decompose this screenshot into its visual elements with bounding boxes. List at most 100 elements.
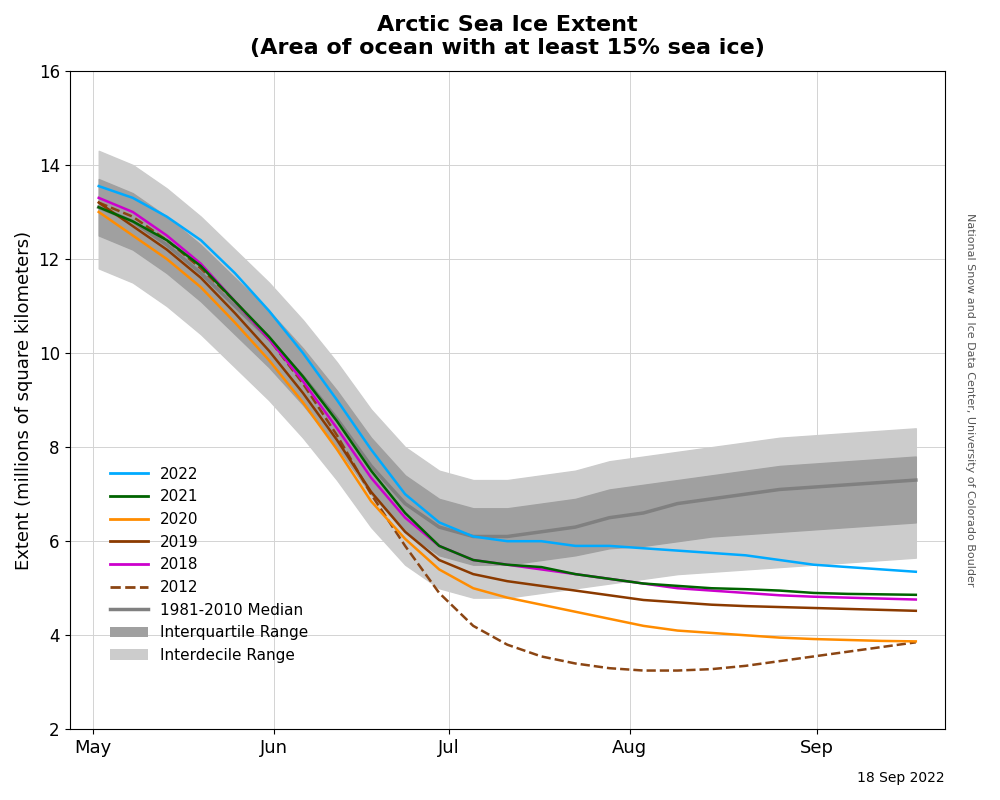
2022	[93, 182, 105, 191]
2020	[263, 355, 275, 365]
2020	[535, 600, 547, 610]
2022	[467, 532, 479, 542]
2019	[808, 603, 820, 613]
2018	[637, 578, 649, 588]
2022	[535, 537, 547, 546]
2020	[876, 636, 888, 646]
2021	[433, 541, 445, 550]
2012	[195, 264, 207, 274]
2019	[161, 245, 173, 254]
2022	[706, 548, 718, 558]
2012	[399, 541, 411, 550]
Legend: 2022, 2021, 2020, 2019, 2018, 2012, 1981-2010 Median, Interquartile Range, Inter: 2022, 2021, 2020, 2019, 2018, 2012, 1981…	[103, 461, 314, 669]
Text: National Snow and Ice Data Center, University of Colorado Boulder: National Snow and Ice Data Center, Unive…	[965, 214, 975, 586]
2020	[297, 398, 309, 407]
Y-axis label: Extent (millions of square kilometers): Extent (millions of square kilometers)	[15, 230, 33, 570]
2020	[127, 230, 139, 240]
2019	[365, 487, 377, 497]
2018	[365, 473, 377, 482]
2019	[297, 388, 309, 398]
2012	[706, 664, 718, 674]
2022	[842, 562, 854, 572]
2019	[399, 527, 411, 537]
2019	[774, 602, 786, 612]
2018	[297, 377, 309, 386]
2022	[808, 560, 820, 570]
2021	[740, 584, 752, 594]
2020	[229, 318, 241, 327]
2012	[910, 638, 922, 647]
2018	[774, 590, 786, 600]
2020	[195, 282, 207, 292]
2020	[365, 497, 377, 506]
2019	[93, 198, 105, 207]
2021	[876, 590, 888, 599]
Line: 2019: 2019	[99, 202, 916, 611]
Text: 18 Sep 2022: 18 Sep 2022	[857, 771, 945, 785]
2020	[671, 626, 683, 635]
2019	[910, 606, 922, 616]
2018	[433, 541, 445, 550]
2022	[195, 235, 207, 245]
2018	[229, 297, 241, 306]
2018	[706, 586, 718, 595]
2022	[910, 567, 922, 577]
Line: 2020: 2020	[99, 212, 916, 642]
2012	[569, 658, 581, 668]
2021	[93, 202, 105, 212]
2019	[263, 346, 275, 355]
2021	[706, 583, 718, 593]
2021	[195, 262, 207, 271]
2020	[501, 593, 513, 602]
2022	[263, 306, 275, 315]
2018	[399, 513, 411, 522]
2022	[297, 348, 309, 358]
2021	[637, 578, 649, 588]
2019	[740, 602, 752, 611]
2012	[229, 297, 241, 306]
Line: 2018: 2018	[99, 198, 916, 599]
2018	[740, 588, 752, 598]
2012	[535, 652, 547, 662]
2018	[331, 423, 343, 433]
2018	[127, 207, 139, 217]
2018	[161, 230, 173, 240]
2012	[603, 663, 615, 673]
2012	[263, 334, 275, 344]
2021	[297, 372, 309, 382]
2019	[535, 581, 547, 590]
2019	[569, 586, 581, 595]
2018	[842, 593, 854, 602]
2022	[161, 212, 173, 222]
2019	[842, 604, 854, 614]
2012	[467, 621, 479, 630]
2022	[331, 395, 343, 405]
2012	[501, 640, 513, 650]
2021	[229, 297, 241, 306]
2020	[433, 565, 445, 574]
2022	[229, 268, 241, 278]
2012	[331, 430, 343, 440]
2021	[808, 588, 820, 598]
2020	[399, 534, 411, 544]
Line: 2012: 2012	[99, 202, 916, 670]
2019	[876, 605, 888, 614]
2018	[501, 560, 513, 570]
2012	[127, 212, 139, 222]
2012	[808, 652, 820, 662]
2021	[671, 581, 683, 590]
2022	[876, 565, 888, 574]
2012	[365, 490, 377, 499]
2020	[161, 254, 173, 264]
2019	[671, 598, 683, 607]
2012	[842, 647, 854, 657]
2020	[774, 633, 786, 642]
2018	[467, 555, 479, 565]
2018	[808, 592, 820, 602]
Line: 2022: 2022	[99, 186, 916, 572]
2020	[842, 635, 854, 645]
2012	[433, 588, 445, 598]
2012	[93, 198, 105, 207]
2021	[399, 508, 411, 518]
2022	[637, 543, 649, 553]
